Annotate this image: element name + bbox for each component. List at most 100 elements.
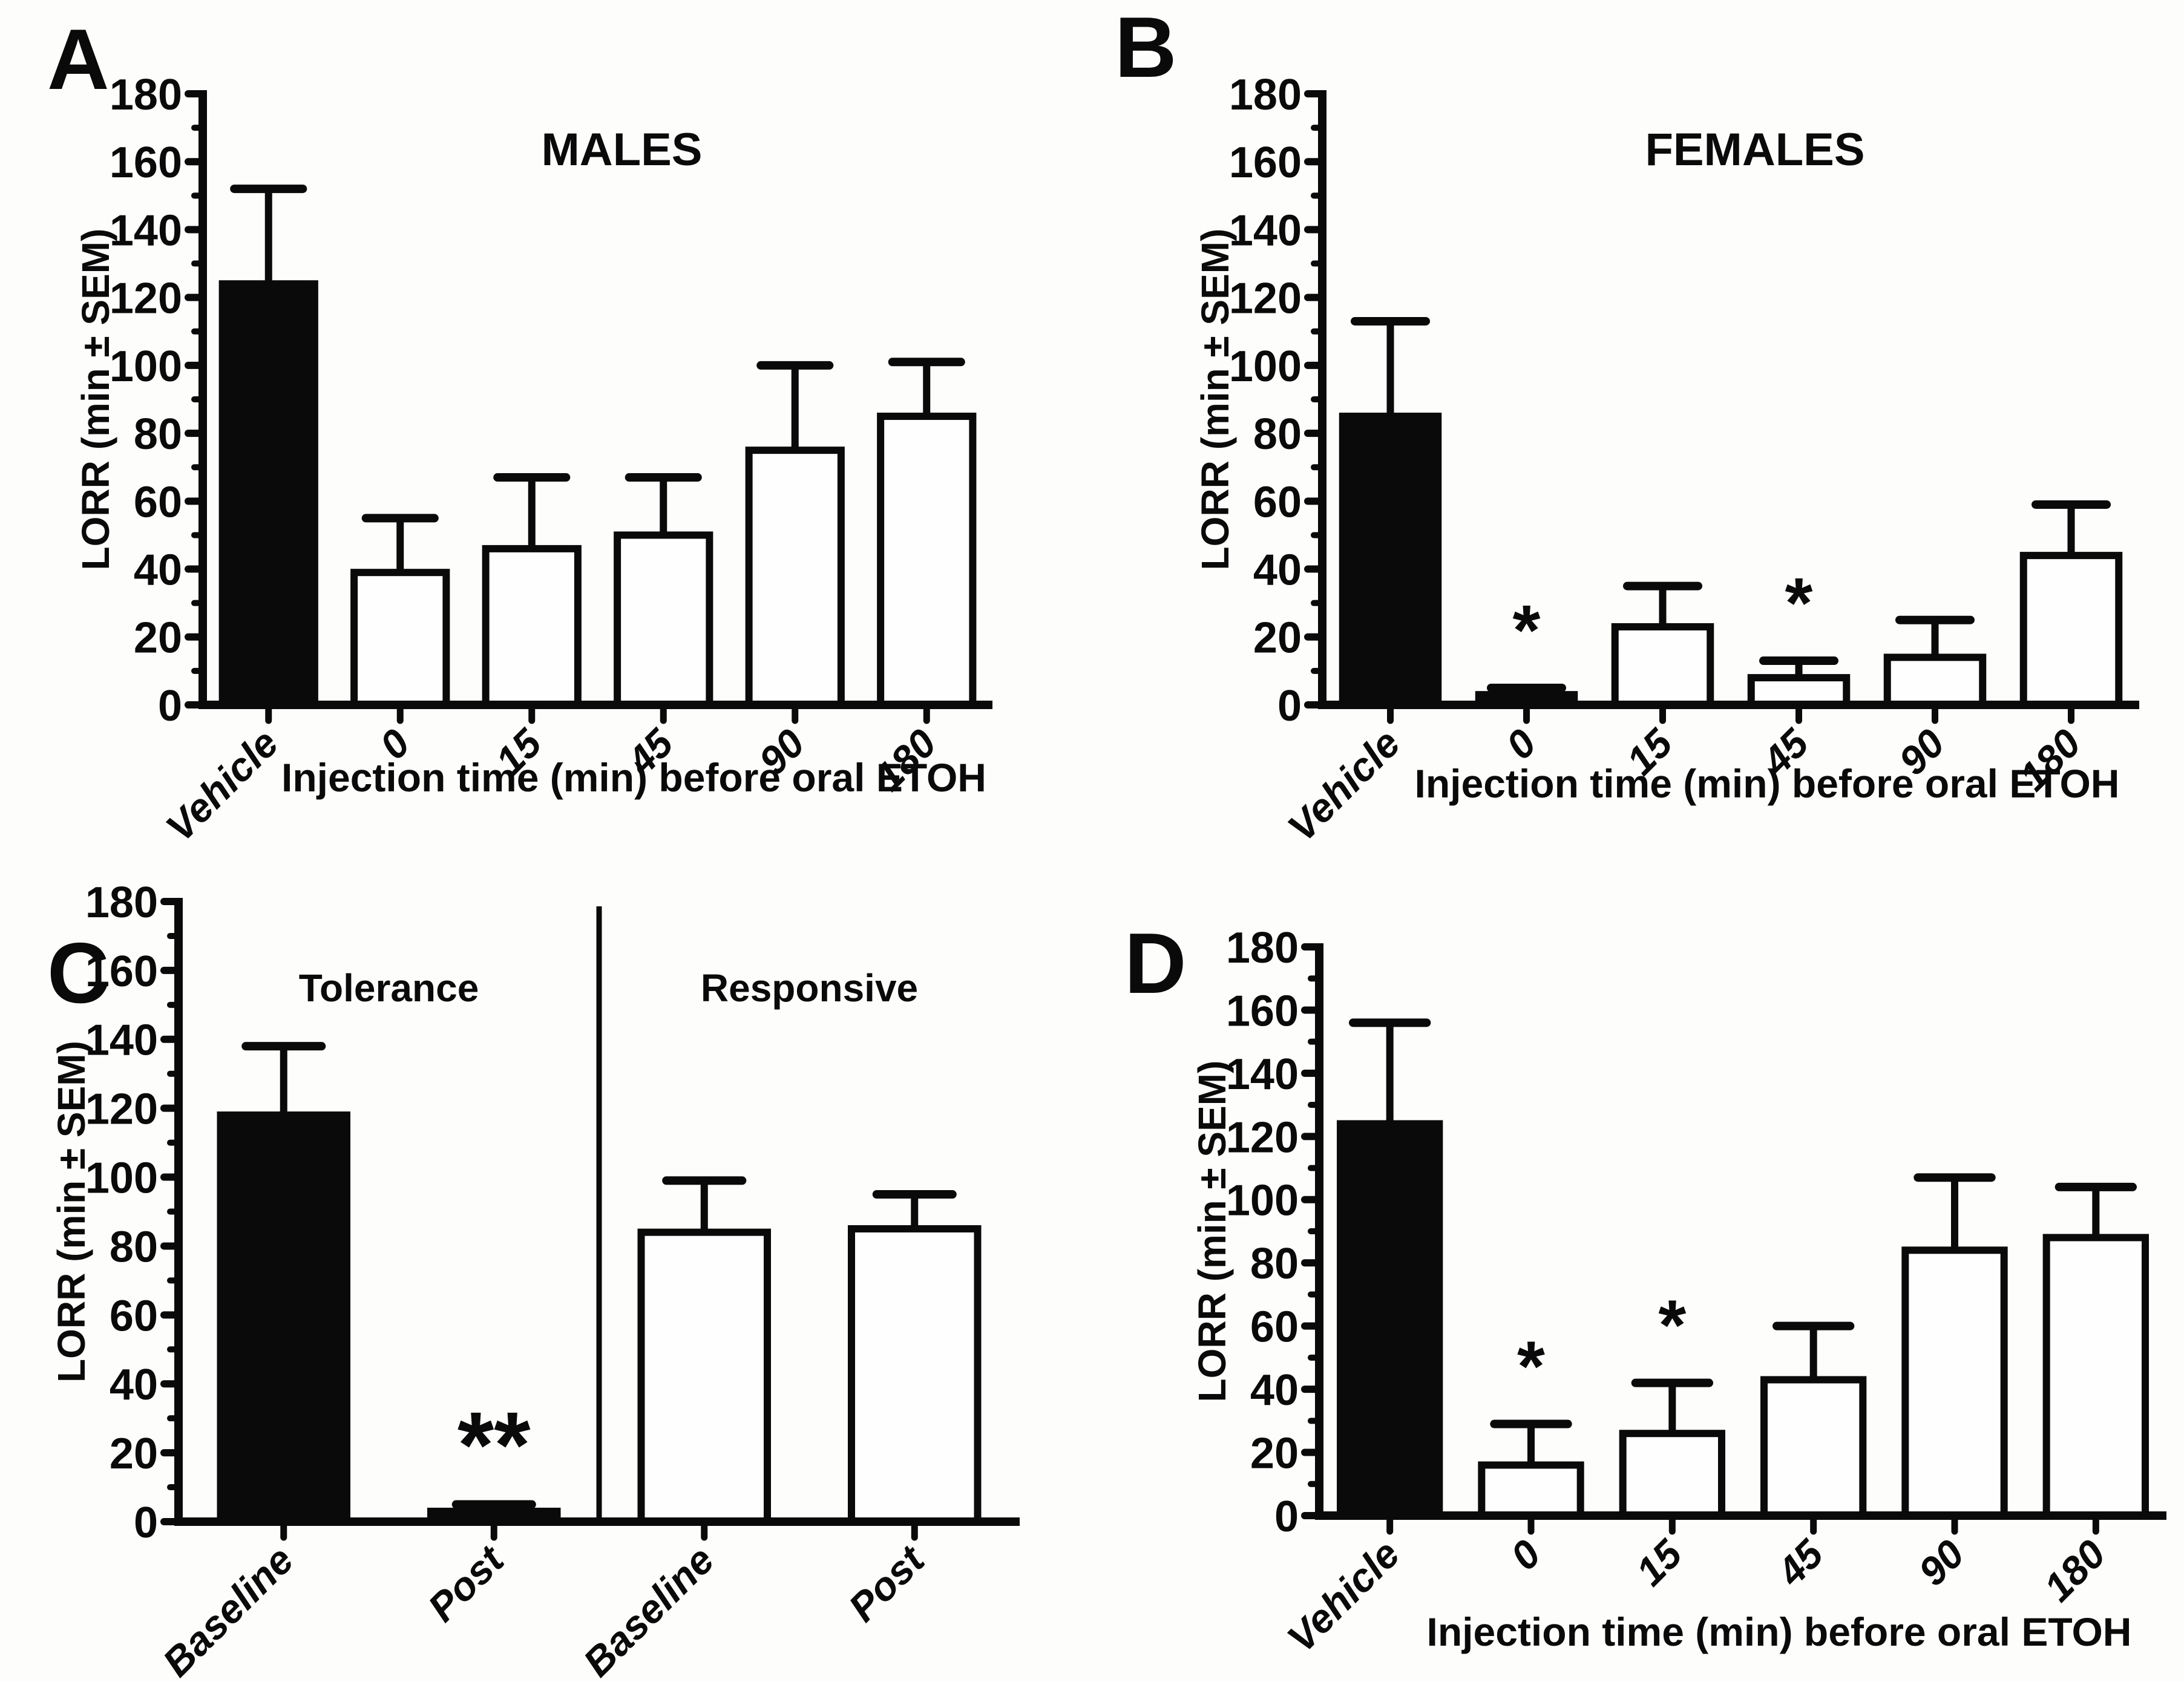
y-tick-label: 100 [1229, 342, 1302, 391]
y-tick-label: 140 [85, 1016, 158, 1065]
y-axis-title: LORR (min ± SEM) [50, 1041, 93, 1383]
x-tick-label: Vehicle [157, 721, 287, 850]
x-tick-label: Baseline [154, 1537, 301, 1682]
y-axis-title: LORR (min ± SEM) [1193, 229, 1237, 571]
panel-C: C ** Tolerance Responsive 0 20 40 60 80 100 120 14… [0, 841, 1089, 1682]
panel-letter-C: C [47, 925, 110, 1021]
bar-Vehicle [218, 280, 318, 708]
x-tick-label: Vehicle [1279, 1531, 1408, 1661]
significance-asterisk: * [1785, 563, 1813, 643]
x-tick-label: Post [419, 1536, 514, 1630]
bar-chart-tolerance-responsive: ** Tolerance Responsive 0 20 40 60 80 100 120 140 1… [50, 879, 1020, 1682]
y-tick-label: 180 [1229, 71, 1302, 119]
y-tick-label: 60 [134, 478, 182, 526]
y-tick-label: 180 [110, 71, 182, 119]
y-tick-label: 60 [1253, 478, 1302, 526]
group-label-responsive: Responsive [701, 966, 918, 1010]
y-tick-label: 120 [1229, 275, 1302, 323]
y-tick-label: 120 [1226, 1113, 1299, 1162]
y-tick-label: 140 [1226, 1050, 1299, 1099]
chart-title: FEMALES [1645, 124, 1864, 175]
x-tick-label: 0 [1502, 1531, 1549, 1578]
x-axis-title: Injection time (min) before oral ETOH [281, 755, 986, 800]
y-tick-label: 0 [1274, 1493, 1299, 1541]
x-tick-label: Baseline [574, 1537, 722, 1682]
significance-asterisk: * [1517, 1327, 1545, 1407]
bar-Baseline [217, 1111, 350, 1525]
y-tick-label: 60 [110, 1292, 158, 1340]
y-tick-label: 100 [85, 1154, 158, 1202]
significance-asterisk: * [1513, 591, 1541, 670]
y-tick-label: 100 [1226, 1177, 1299, 1225]
y-tick-label: 40 [110, 1361, 158, 1409]
y-tick-label: 40 [134, 546, 182, 594]
panel-B: B * * 0 20 40 60 80 100 120 140 160 180 Vehicle 0 15 45… [1089, 0, 2184, 850]
bar-180 [2042, 1234, 2149, 1519]
y-tick-label: 20 [134, 614, 182, 663]
bar-45 [614, 531, 713, 708]
x-tick-label: 180 [2035, 1531, 2114, 1609]
y-tick-label: 120 [85, 1085, 158, 1134]
bar-90 [745, 447, 845, 709]
panel-D: D * * 0 20 40 60 80 100 120 140 160 180 Vehicle 0 15 45… [1089, 841, 2184, 1682]
bar-180 [2019, 552, 2123, 708]
x-tick-label: Post [840, 1536, 934, 1630]
y-axis-title: LORR (min ± SEM) [1190, 1061, 1234, 1402]
y-tick-label: 160 [1226, 987, 1299, 1035]
chart-title: MALES [542, 124, 703, 175]
bar-Vehicle [1339, 413, 1442, 708]
x-tick-label: 45 [1768, 1531, 1832, 1595]
y-tick-label: 160 [110, 139, 182, 187]
panel-letter-A: A [47, 11, 110, 108]
y-tick-label: 40 [1253, 546, 1302, 594]
y-axis-title: LORR (min ± SEM) [74, 229, 117, 571]
bar-Post [848, 1225, 982, 1525]
panel-letter-B: B [1115, 0, 1177, 96]
y-tick-label: 0 [158, 682, 182, 730]
y-tick-label: 40 [1250, 1366, 1299, 1415]
bar-15 [1611, 623, 1714, 709]
panel-letter-D: D [1124, 915, 1187, 1012]
x-axis-title: Injection time (min) before oral ETOH [1415, 761, 2120, 806]
bar-15 [1619, 1430, 1726, 1519]
panel-A: A 0 20 40 60 80 100 120 140 160 180 Vehicle 0 15 45 90… [0, 0, 1089, 850]
bar-0 [350, 569, 450, 709]
bar-Baseline [637, 1228, 771, 1526]
y-tick-label: 120 [110, 275, 182, 323]
x-tick-label: Vehicle [1279, 721, 1408, 850]
y-tick-label: 160 [1229, 139, 1302, 187]
y-tick-label: 180 [85, 879, 158, 927]
y-tick-label: 0 [1277, 682, 1302, 730]
y-tick-label: 20 [1253, 614, 1302, 663]
y-tick-label: 160 [85, 947, 158, 996]
bar-90 [1901, 1246, 2008, 1519]
significance-asterisk: * [1658, 1286, 1686, 1366]
x-axis-title: Injection time (min) before oral ETOH [1427, 1609, 2132, 1654]
y-tick-label: 20 [110, 1430, 158, 1478]
bar-0 [1478, 1461, 1584, 1520]
y-tick-label: 0 [134, 1499, 158, 1547]
bar-45 [1760, 1376, 1867, 1520]
significance-asterisk: ** [457, 1393, 531, 1497]
x-tick-label: 90 [1910, 1531, 1973, 1594]
bar-180 [877, 413, 977, 708]
y-tick-label: 60 [1250, 1303, 1299, 1352]
y-tick-label: 140 [110, 206, 182, 255]
y-tick-label: 20 [1250, 1429, 1299, 1477]
bar-15 [482, 545, 582, 709]
bar-Vehicle [1337, 1120, 1443, 1519]
y-tick-label: 140 [1229, 206, 1302, 255]
x-tick-label: 15 [1627, 1531, 1691, 1594]
y-tick-label: 80 [134, 410, 182, 459]
y-tick-label: 80 [1253, 410, 1302, 459]
bar-90 [1883, 653, 1987, 709]
y-tick-label: 80 [1250, 1240, 1299, 1288]
y-tick-label: 180 [1226, 924, 1299, 972]
y-tick-label: 100 [110, 342, 182, 391]
group-label-tolerance: Tolerance [299, 966, 479, 1010]
y-tick-label: 80 [110, 1223, 158, 1271]
